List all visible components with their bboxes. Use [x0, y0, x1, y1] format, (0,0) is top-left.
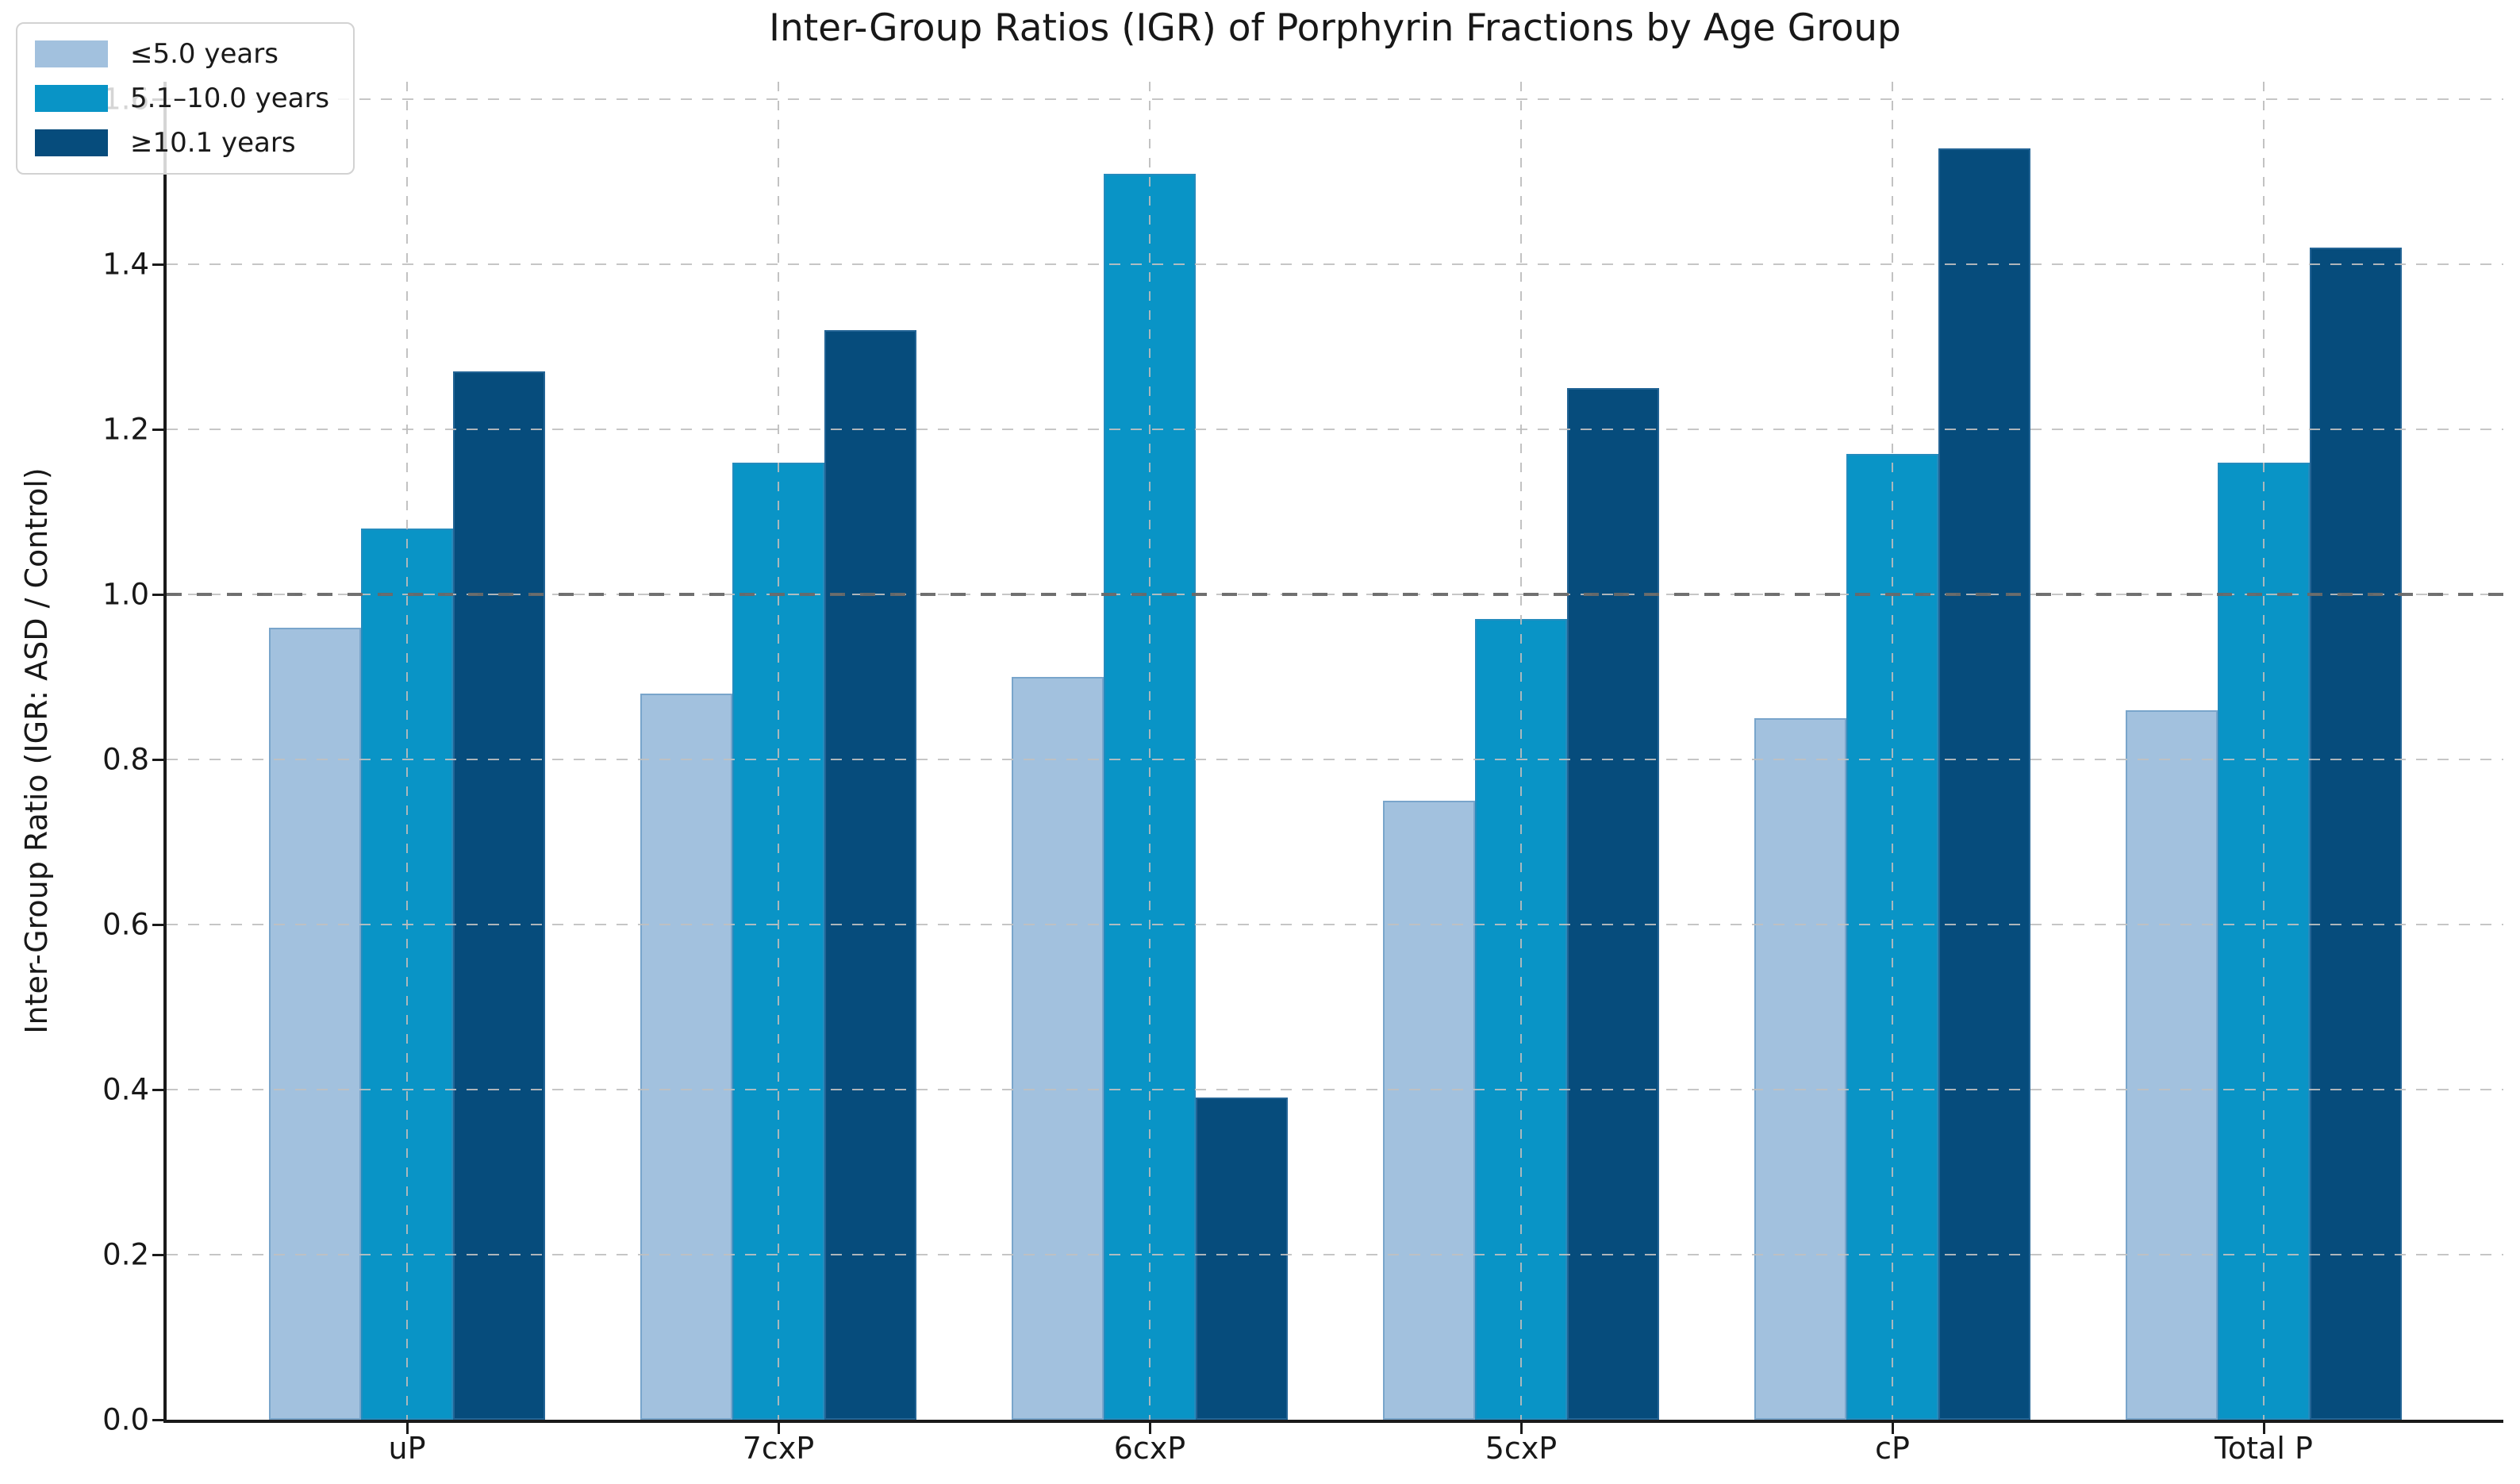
x-tick-5cxP	[1520, 1423, 1523, 1434]
reference-line-1.0	[167, 593, 2503, 596]
bar-6cxP-series2	[1196, 1098, 1288, 1420]
y-tick-label-0.0: 0.0	[102, 1402, 149, 1437]
y-tick-label-0.2: 0.2	[102, 1237, 149, 1272]
bar-Total P-series2	[2310, 248, 2402, 1420]
bar-5cxP-series2	[1567, 388, 1659, 1420]
v-gridline-7cxP	[778, 82, 779, 1420]
bar-uP-series2	[453, 371, 545, 1420]
bar-5cxP-series0	[1383, 801, 1475, 1420]
y-tick-label-1.4: 1.4	[102, 247, 149, 282]
y-tick-0.4	[152, 1089, 163, 1091]
x-tick-cP	[1892, 1423, 1894, 1434]
legend-swatch-2	[35, 129, 108, 156]
y-tick-label-1.2: 1.2	[102, 412, 149, 447]
y-tick-1.2	[152, 429, 163, 431]
y-tick-0.6	[152, 924, 163, 926]
legend-swatch-1	[35, 85, 108, 112]
x-tick-uP	[406, 1423, 409, 1434]
chart-title: Inter-Group Ratios (IGR) of Porphyrin Fr…	[769, 6, 1901, 50]
h-gridline-1.4	[167, 263, 2503, 265]
legend: ≤5.0 years 5.1–10.0 years ≥10.1 years	[16, 22, 355, 175]
x-axis-spine	[163, 1420, 2503, 1423]
y-axis-spine	[163, 82, 167, 1423]
x-tick-label-uP: uP	[388, 1431, 426, 1466]
y-tick-1.4	[152, 263, 163, 266]
x-tick-Total P	[2263, 1423, 2265, 1434]
h-gridline-0.6	[167, 924, 2503, 925]
legend-row-1: 5.1–10.0 years	[35, 83, 329, 114]
bar-7cxP-series0	[640, 694, 732, 1420]
plot-area: 0.00.20.40.60.81.01.21.41.6uP7cxP6cxP5cx…	[102, 82, 2503, 1466]
v-gridline-uP	[406, 82, 408, 1420]
legend-swatch-0	[35, 40, 108, 67]
bar-cP-series2	[1938, 148, 2030, 1420]
v-gridline-cP	[1892, 82, 1893, 1420]
y-tick-0.0	[152, 1419, 163, 1421]
y-tick-0.2	[152, 1254, 163, 1256]
legend-label-1: 5.1–10.0 years	[130, 83, 330, 114]
bar-6cxP-series0	[1012, 677, 1104, 1420]
x-tick-label-7cxP: 7cxP	[742, 1431, 815, 1466]
x-tick-label-Total P: Total P	[2215, 1431, 2313, 1466]
bar-Total P-series0	[2126, 710, 2218, 1420]
legend-label-0: ≤5.0 years	[130, 38, 279, 70]
y-tick-1.0	[152, 594, 163, 596]
x-tick-label-5cxP: 5cxP	[1485, 1431, 1558, 1466]
bar-uP-series0	[269, 628, 361, 1420]
x-tick-label-cP: cP	[1875, 1431, 1910, 1466]
y-tick-label-0.4: 0.4	[102, 1072, 149, 1107]
h-gridline-1.6	[167, 98, 2503, 100]
v-gridline-Total P	[2263, 82, 2265, 1420]
v-gridline-5cxP	[1520, 82, 1522, 1420]
x-tick-6cxP	[1149, 1423, 1151, 1434]
h-gridline-0.2	[167, 1254, 2503, 1255]
h-gridline-1.2	[167, 429, 2503, 430]
h-gridline-0.4	[167, 1089, 2503, 1090]
bar-cP-series0	[1754, 718, 1846, 1420]
legend-row-0: ≤5.0 years	[35, 38, 329, 70]
bar-7cxP-series2	[824, 330, 916, 1420]
y-tick-label-0.8: 0.8	[102, 742, 149, 777]
y-tick-label-0.6: 0.6	[102, 907, 149, 942]
h-gridline-0.8	[167, 759, 2503, 760]
legend-label-2: ≥10.1 years	[130, 127, 296, 159]
legend-row-2: ≥10.1 years	[35, 127, 329, 159]
y-tick-0.8	[152, 759, 163, 761]
v-gridline-6cxP	[1149, 82, 1151, 1420]
x-tick-7cxP	[778, 1423, 780, 1434]
y-tick-label-1.0: 1.0	[102, 577, 149, 612]
x-tick-label-6cxP: 6cxP	[1113, 1431, 1186, 1466]
